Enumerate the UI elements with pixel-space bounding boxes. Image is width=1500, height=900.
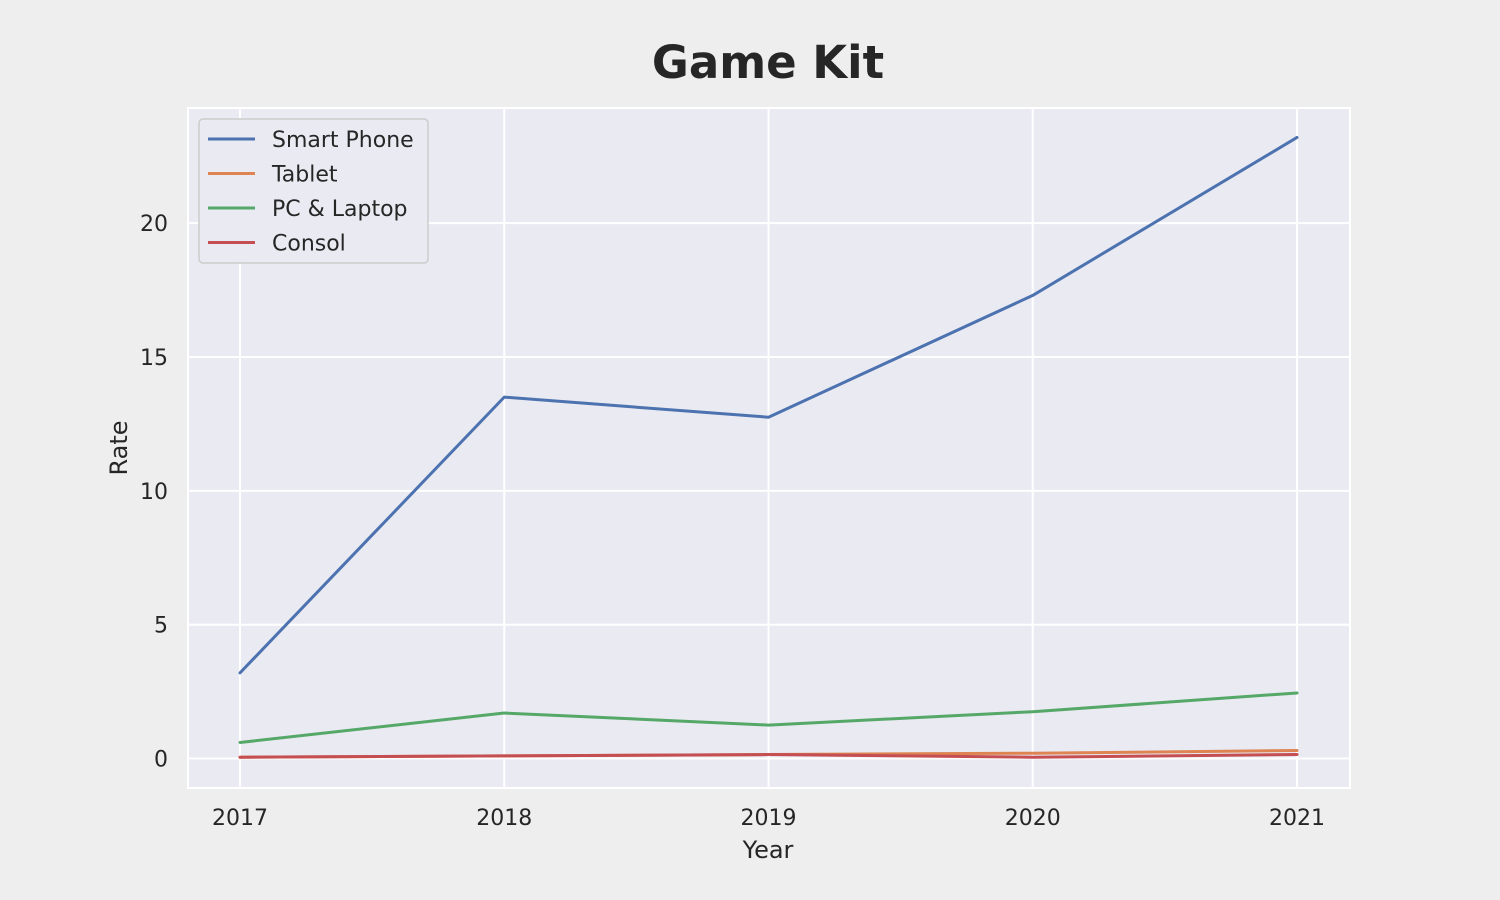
x-tick-label: 2018 — [476, 806, 532, 831]
y-tick-labels: 0 5 10 15 20 — [140, 212, 168, 772]
series-line-pc-laptop — [238, 691, 1299, 744]
series-lines — [238, 135, 1299, 759]
x-tick-label: 2021 — [1269, 806, 1325, 831]
chart-title: Game Kit — [652, 36, 884, 89]
series-line-consol — [238, 753, 1299, 759]
y-tick-label: 10 — [140, 480, 168, 505]
y-axis-label: Rate — [105, 420, 133, 475]
y-tick-label: 15 — [140, 346, 168, 371]
x-tick-label: 2020 — [1005, 806, 1061, 831]
y-tick-label: 5 — [154, 614, 168, 639]
y-tick-label: 20 — [140, 212, 168, 237]
x-tick-labels: 2017 2018 2019 2020 2021 — [212, 806, 1325, 831]
series-line-smart-phone — [238, 135, 1299, 675]
y-tick-label: 0 — [154, 748, 168, 773]
legend-label-consol: Consol — [272, 232, 346, 257]
legend-label-pc-laptop: PC & Laptop — [272, 197, 408, 222]
x-axis-label: Year — [742, 836, 794, 864]
legend: Smart Phone Tablet PC & Laptop Consol — [198, 118, 429, 264]
legend-box — [198, 118, 429, 264]
x-tick-label: 2017 — [212, 806, 268, 831]
legend-label-smart-phone: Smart Phone — [272, 128, 414, 153]
x-tick-label: 2019 — [741, 806, 797, 831]
legend-label-tablet: Tablet — [271, 163, 338, 188]
